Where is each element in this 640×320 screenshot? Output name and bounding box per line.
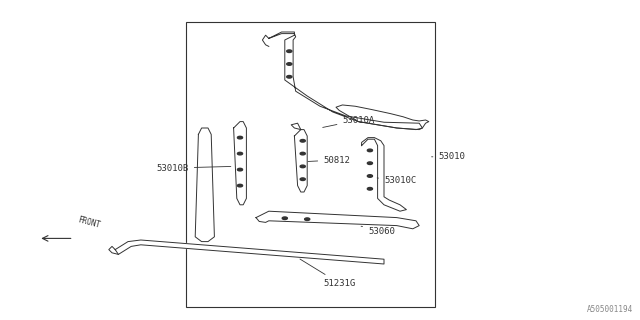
- Text: A505001194: A505001194: [588, 305, 634, 314]
- Circle shape: [367, 175, 372, 177]
- Circle shape: [287, 63, 292, 65]
- Circle shape: [300, 165, 305, 168]
- Circle shape: [282, 217, 287, 220]
- Circle shape: [367, 162, 372, 164]
- Text: 53010: 53010: [431, 152, 465, 161]
- Circle shape: [287, 50, 292, 52]
- Bar: [186, 22, 435, 307]
- Circle shape: [237, 184, 243, 187]
- Text: 50812: 50812: [308, 156, 350, 164]
- Text: 51231G: 51231G: [300, 259, 355, 288]
- Text: FRONT: FRONT: [77, 216, 102, 230]
- Text: 53010B: 53010B: [157, 164, 231, 172]
- Text: 53010C: 53010C: [377, 176, 416, 185]
- Circle shape: [237, 152, 243, 155]
- Circle shape: [305, 218, 310, 220]
- Text: 53060: 53060: [361, 226, 395, 236]
- Polygon shape: [294, 130, 307, 192]
- Text: 53010A: 53010A: [323, 116, 374, 127]
- Circle shape: [367, 149, 372, 152]
- Circle shape: [300, 178, 305, 180]
- Polygon shape: [362, 138, 406, 211]
- Polygon shape: [256, 211, 419, 229]
- Polygon shape: [115, 240, 384, 264]
- Polygon shape: [234, 122, 246, 205]
- Polygon shape: [336, 105, 429, 130]
- Circle shape: [287, 76, 292, 78]
- Circle shape: [300, 152, 305, 155]
- Circle shape: [237, 168, 243, 171]
- Circle shape: [300, 140, 305, 142]
- Polygon shape: [195, 128, 214, 242]
- Polygon shape: [269, 32, 422, 130]
- Circle shape: [367, 188, 372, 190]
- Circle shape: [237, 136, 243, 139]
